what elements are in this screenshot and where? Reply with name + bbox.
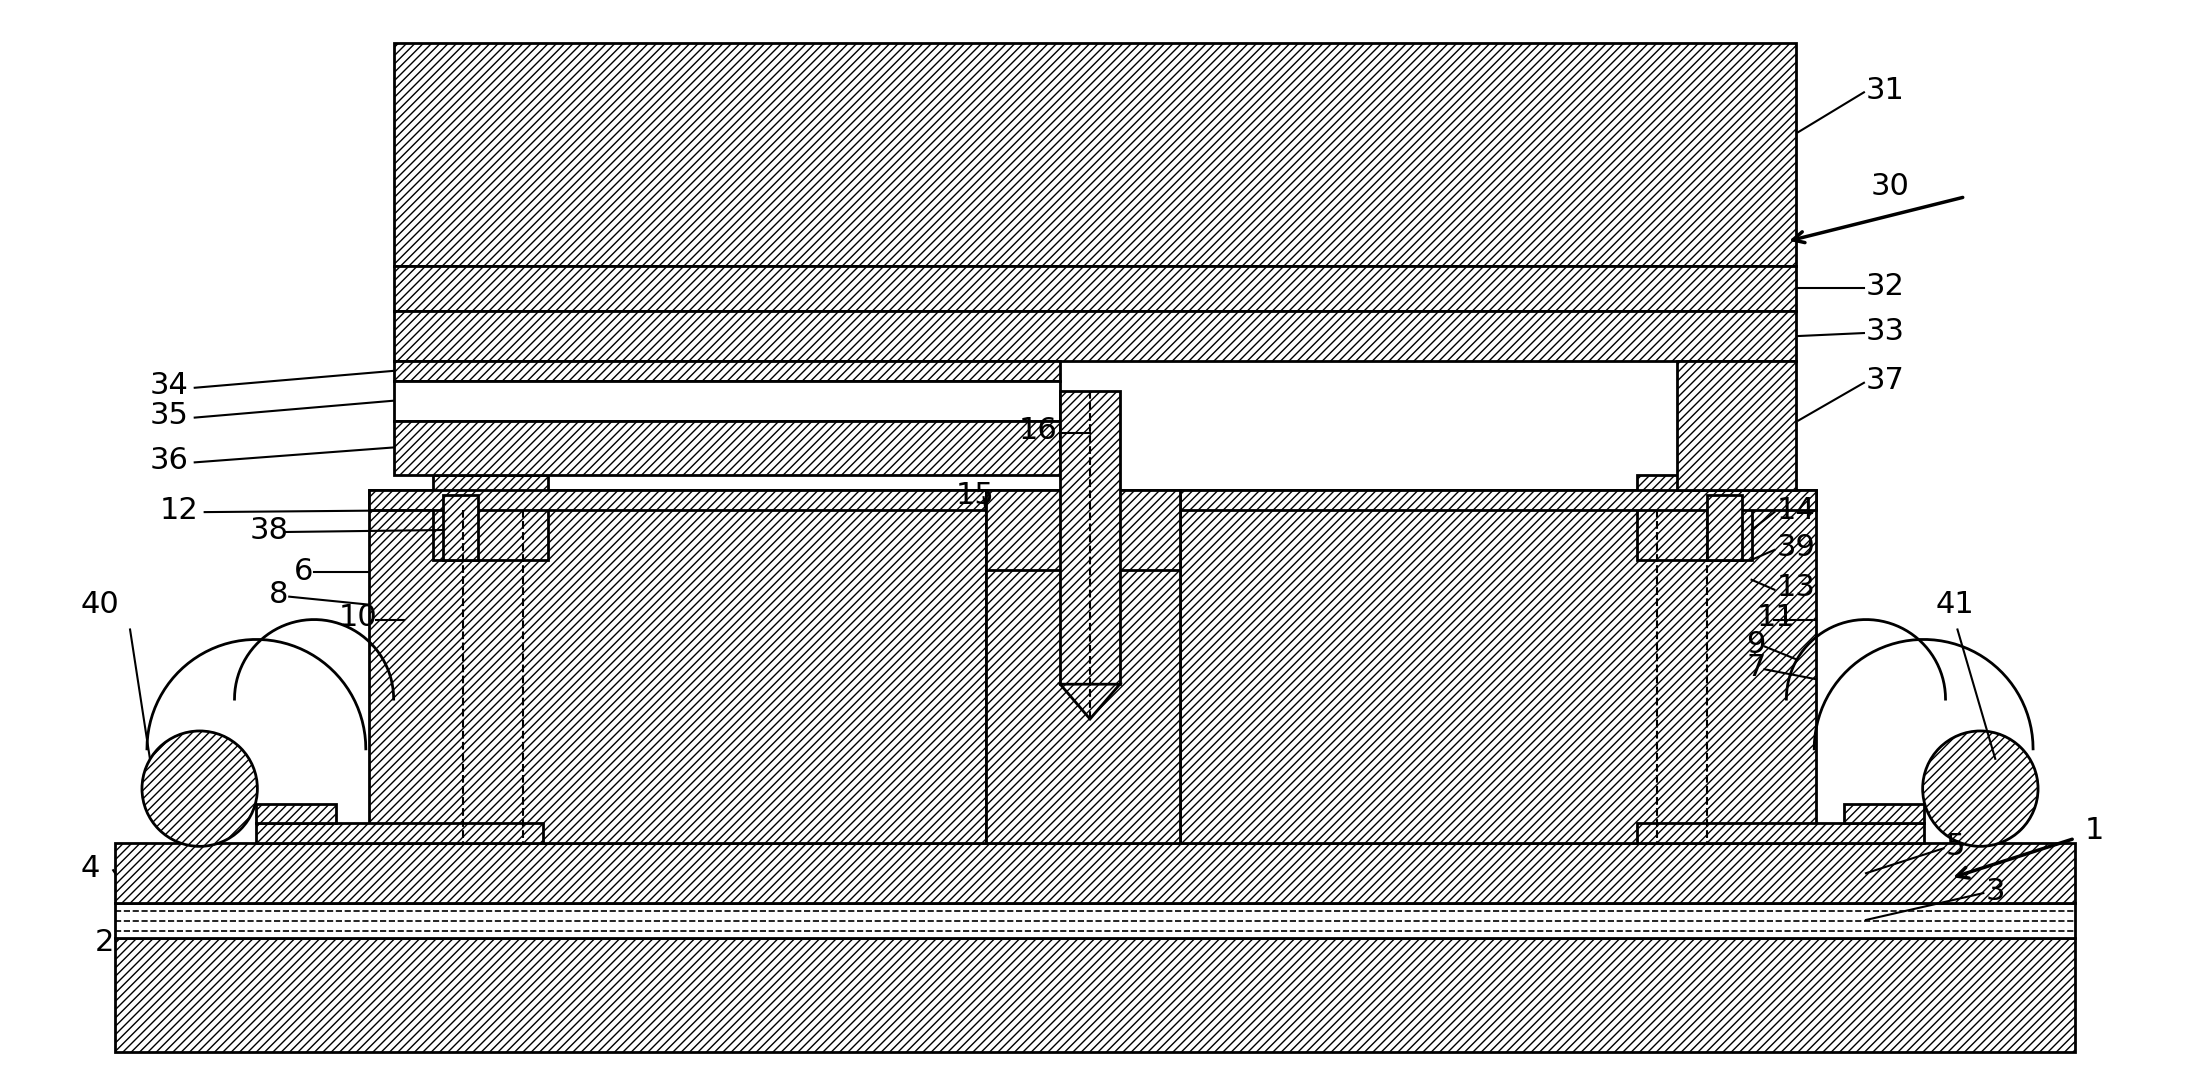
Text: 8: 8: [269, 580, 288, 609]
Text: 36: 36: [151, 446, 188, 475]
Text: 34: 34: [151, 372, 188, 400]
Bar: [116, 938, 2076, 1052]
Text: 41: 41: [1936, 590, 1975, 619]
Bar: [393, 266, 1796, 311]
Text: 2: 2: [96, 929, 114, 957]
Bar: [116, 903, 2076, 938]
Bar: [1844, 804, 1923, 823]
Circle shape: [1923, 731, 2039, 847]
Text: 37: 37: [1866, 366, 1905, 395]
Bar: [444, 495, 479, 560]
Text: 14: 14: [1776, 495, 1816, 525]
Bar: [393, 361, 1060, 381]
Bar: [393, 381, 1060, 421]
Bar: [369, 490, 985, 510]
Text: 39: 39: [1776, 534, 1816, 562]
Bar: [256, 823, 542, 843]
Text: 12: 12: [160, 495, 199, 525]
Bar: [393, 311, 1796, 361]
Text: 1: 1: [2084, 816, 2104, 845]
Bar: [1180, 490, 1816, 843]
Text: 30: 30: [1870, 173, 1910, 201]
Bar: [393, 43, 1796, 266]
Bar: [369, 490, 985, 843]
Text: 7: 7: [1746, 653, 1765, 682]
Text: 35: 35: [151, 402, 188, 430]
Bar: [1676, 361, 1796, 490]
Bar: [985, 490, 1180, 570]
Bar: [1180, 490, 1816, 510]
Text: 33: 33: [1866, 316, 1905, 345]
Bar: [1706, 495, 1741, 560]
Text: 11: 11: [1757, 603, 1796, 632]
Bar: [1637, 475, 1752, 560]
Text: 38: 38: [249, 515, 288, 544]
Text: 6: 6: [295, 557, 315, 587]
Bar: [433, 475, 548, 560]
Text: 9: 9: [1746, 629, 1765, 659]
Polygon shape: [1060, 684, 1121, 719]
Text: 13: 13: [1776, 573, 1816, 602]
Bar: [256, 804, 336, 823]
Text: 31: 31: [1866, 76, 1905, 104]
Text: 40: 40: [81, 590, 118, 619]
Text: 10: 10: [339, 603, 378, 632]
Text: 4: 4: [81, 854, 101, 883]
Bar: [1060, 391, 1121, 684]
Text: 15: 15: [955, 480, 994, 510]
Bar: [116, 843, 2076, 903]
Bar: [1637, 823, 1923, 843]
Text: 3: 3: [1986, 876, 2006, 905]
Text: 32: 32: [1866, 272, 1905, 300]
Bar: [393, 421, 1060, 475]
Circle shape: [142, 731, 258, 847]
Bar: [985, 490, 1180, 843]
Text: 5: 5: [1945, 832, 1964, 861]
Text: 16: 16: [1018, 416, 1058, 445]
